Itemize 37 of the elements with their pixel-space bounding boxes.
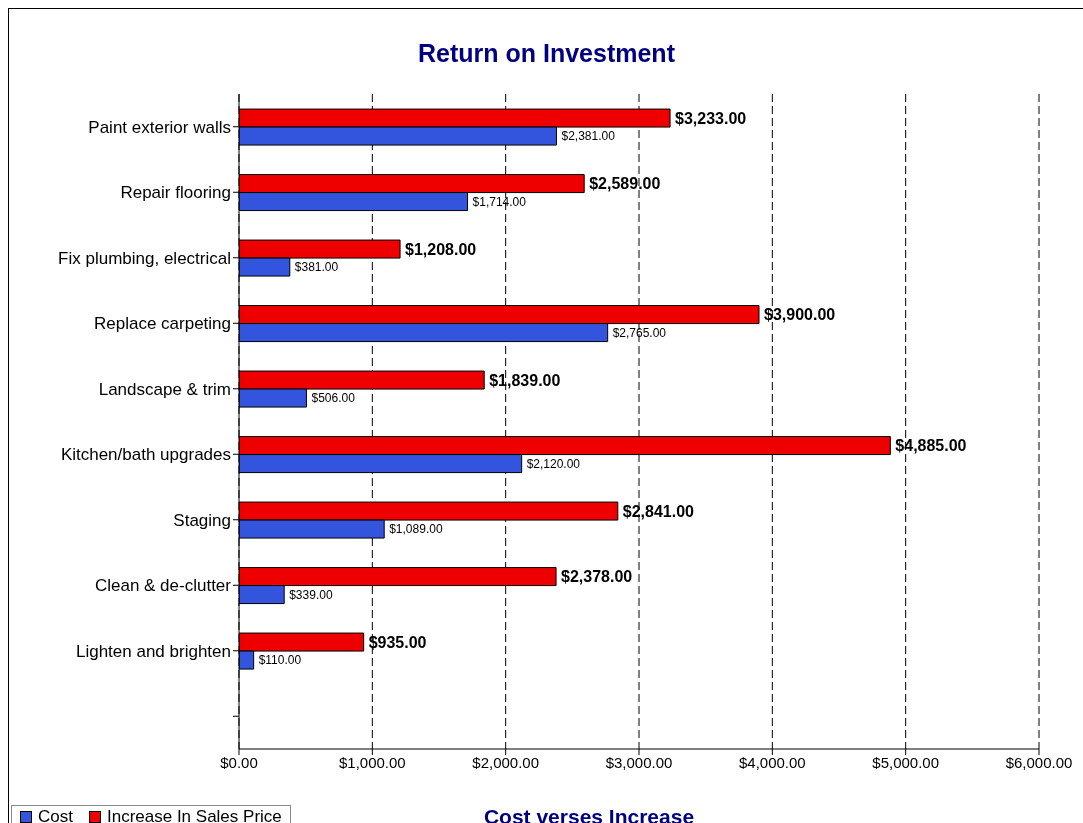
y-tick-label: Lighten and brighten xyxy=(75,641,231,661)
data-label: $110.00 xyxy=(258,653,302,668)
data-label: $3,900.00 xyxy=(764,306,836,324)
y-tick-label: Staging xyxy=(173,510,231,530)
data-label: $4,885.00 xyxy=(895,437,967,455)
y-tick-label: Fix plumbing, electrical xyxy=(58,248,231,268)
data-label: $935.00 xyxy=(368,633,427,651)
y-tick-label: Paint exterior walls xyxy=(88,117,231,137)
x-tick-label: $2,000.00 xyxy=(472,753,540,771)
data-label: $3,233.00 xyxy=(675,109,747,127)
x-tick-label: $6,000.00 xyxy=(1005,753,1073,771)
data-label: $2,589.00 xyxy=(589,175,661,193)
data-label: $1,839.00 xyxy=(489,371,561,389)
legend-label: Increase In Sales Price xyxy=(105,807,282,823)
y-tick-label: Clean & de-clutter xyxy=(94,576,232,596)
y-tick-label: Kitchen/bath upgrades xyxy=(60,445,231,465)
data-label: $339.00 xyxy=(289,587,333,602)
data-label: $2,841.00 xyxy=(622,502,695,520)
data-label: $506.00 xyxy=(311,391,356,406)
y-tick-label: Landscape & trim xyxy=(98,379,231,399)
data-label: $2,765.00 xyxy=(612,325,667,340)
x-tick-label: $4,000.00 xyxy=(738,753,806,771)
data-label: $2,381.00 xyxy=(561,129,616,144)
x-tick-label: $5,000.00 xyxy=(872,753,940,771)
x-tick-label: $0.00 xyxy=(220,753,258,771)
y-tick-label: Repair flooring xyxy=(120,183,231,203)
data-label: $2,378.00 xyxy=(561,568,633,586)
y-tick-label: Replace carpeting xyxy=(93,314,231,334)
data-label: $381.00 xyxy=(294,260,339,275)
chart-title: Return on Investment xyxy=(417,39,676,68)
data-label: $1,714.00 xyxy=(472,194,527,209)
data-label: $2,120.00 xyxy=(526,456,581,471)
data-label: $1,089.00 xyxy=(389,522,443,537)
legend-label: Cost xyxy=(37,807,73,823)
x-tick-label: $3,000.00 xyxy=(605,753,673,771)
data-label: $1,208.00 xyxy=(405,240,477,258)
x-tick-label: $1,000.00 xyxy=(338,753,406,771)
